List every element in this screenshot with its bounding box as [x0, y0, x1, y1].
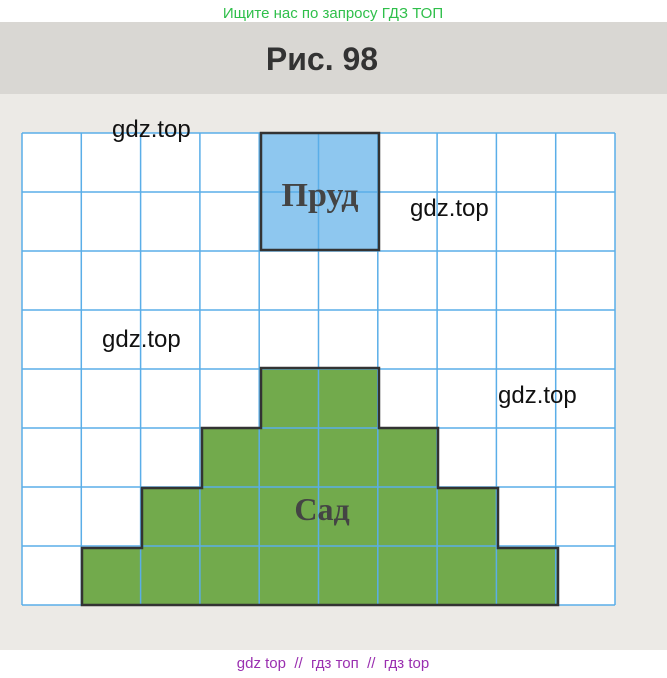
garden-label: Сад — [294, 491, 349, 527]
garden-outline — [80, 366, 560, 607]
watermark: gdz.top — [498, 382, 577, 409]
watermark: gdz.top — [410, 195, 489, 222]
pond-label: Пруд — [282, 177, 359, 214]
watermark: gdz.top — [102, 326, 181, 353]
search-hint: Ищите нас по запросу ГДЗ ТОП — [223, 5, 443, 22]
watermark: gdz.top — [112, 116, 191, 143]
footer: gdz top // гдз топ // гдз top — [237, 655, 429, 672]
figure-title: Рис. 98 — [266, 41, 378, 77]
title-band — [0, 22, 667, 94]
pond-outline — [259, 131, 381, 252]
